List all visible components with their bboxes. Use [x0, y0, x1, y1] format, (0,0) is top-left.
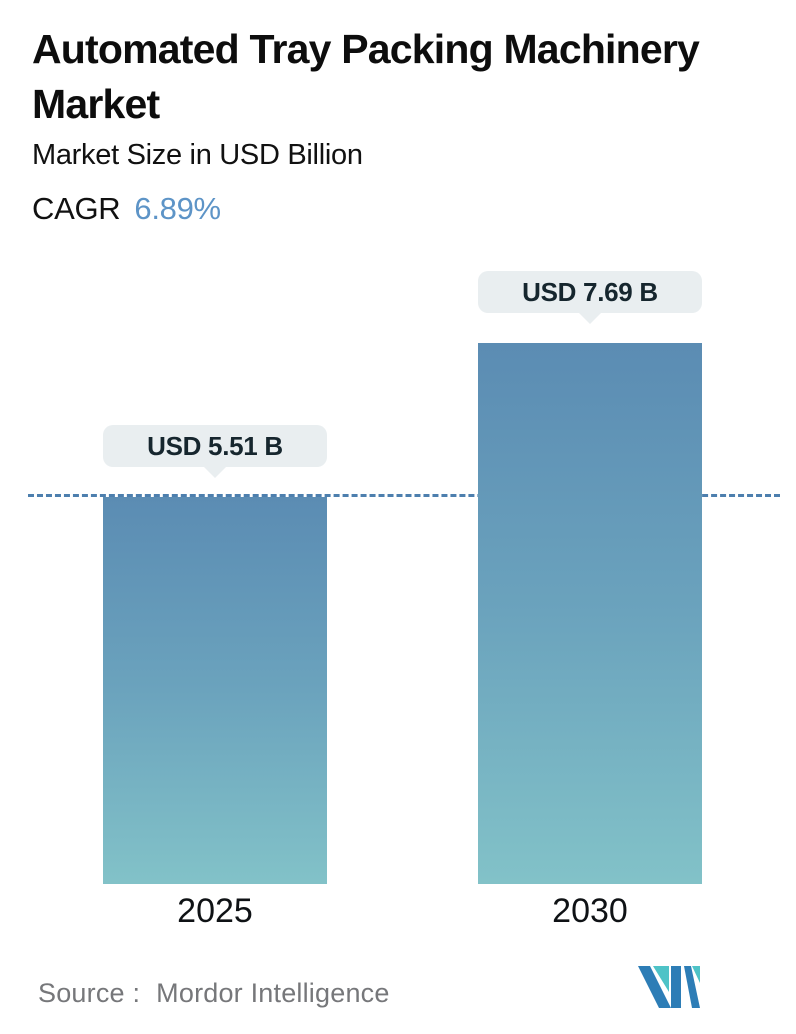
value-label-2025: USD 5.51 B [103, 425, 327, 467]
value-callout-2025: USD 5.51 B [103, 425, 327, 478]
source-label: Source : [38, 978, 141, 1008]
bar-2025 [103, 497, 327, 884]
cagr-value: 6.89% [134, 191, 221, 226]
callout-pointer-icon [578, 312, 602, 324]
mordor-intelligence-logo-icon [638, 966, 700, 1008]
reference-dashed-line [28, 494, 780, 497]
axis-label-2025: 2025 [177, 892, 253, 930]
bar-2030 [478, 343, 702, 884]
source-attribution: Source : Mordor Intelligence [38, 978, 390, 1009]
cagr-row: CAGR 6.89% [32, 191, 221, 227]
page-title: Automated Tray Packing Machinery Market [32, 26, 700, 127]
chart-subtitle: Market Size in USD Billion [32, 139, 363, 171]
source-value: Mordor Intelligence [156, 978, 390, 1008]
cagr-label: CAGR [32, 191, 121, 226]
axis-label-2030: 2030 [552, 892, 628, 930]
value-label-2030: USD 7.69 B [478, 271, 702, 313]
value-callout-2030: USD 7.69 B [478, 271, 702, 324]
callout-pointer-icon [203, 466, 227, 478]
